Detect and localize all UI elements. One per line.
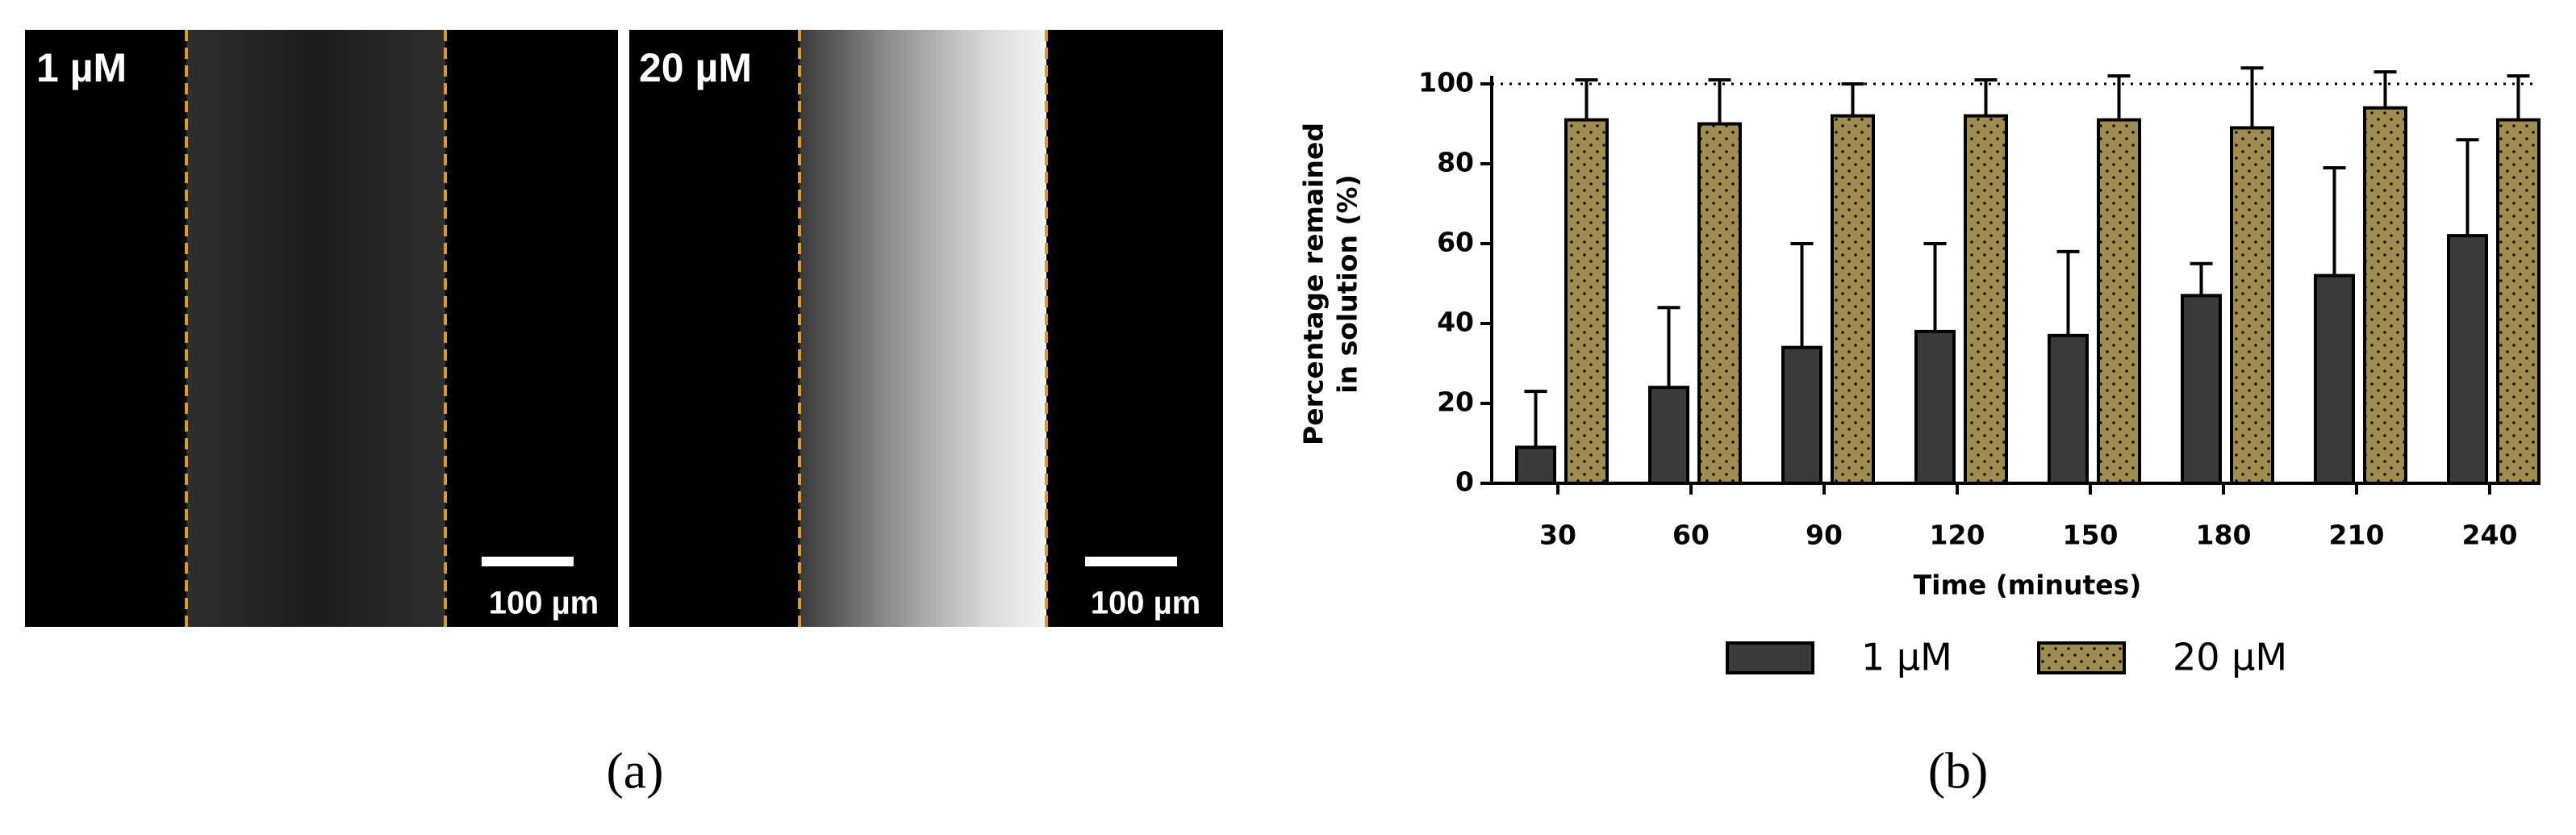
bar <box>1831 114 1875 485</box>
x-tick-label: 210 <box>2329 520 2385 551</box>
y-tick-label: 100 <box>1418 67 1474 98</box>
scale-text: 100 µm <box>1091 586 1200 621</box>
channel <box>800 30 1046 627</box>
x-axis-label: Time (minutes) <box>1914 570 2142 601</box>
scale-bar <box>1085 557 1177 566</box>
legend-swatch <box>1726 641 1814 674</box>
y-tick-label: 20 <box>1437 386 1474 418</box>
scale-text: 100 µm <box>489 586 599 621</box>
bar <box>2230 126 2274 485</box>
bar <box>1964 114 2008 485</box>
bar <box>1648 386 1689 486</box>
y-axis-label: in solution (%) <box>1332 174 1363 393</box>
x-tick-label: 150 <box>2063 520 2119 551</box>
legend-swatch <box>2037 641 2126 674</box>
bar <box>1781 345 1822 486</box>
bar <box>1914 329 1956 485</box>
bar <box>2447 234 2488 485</box>
x-tick-label: 90 <box>1806 520 1843 551</box>
channel <box>186 30 445 627</box>
y-tick-label: 0 <box>1455 466 1474 498</box>
x-tick-label: 30 <box>1539 520 1576 551</box>
legend-label: 1 µM <box>1861 636 1952 679</box>
x-tick-label: 60 <box>1672 520 1710 551</box>
bar <box>2363 106 2407 485</box>
bar <box>2181 294 2222 485</box>
legend-label: 20 µM <box>2173 636 2287 679</box>
image-label: 20 µM <box>639 45 752 90</box>
y-tick-label: 40 <box>1437 307 1474 338</box>
bar <box>1515 445 1556 486</box>
bar <box>2496 118 2541 486</box>
x-tick-label: 240 <box>2462 520 2518 551</box>
bar <box>1564 118 1609 486</box>
panel-label: (b) <box>1928 742 1989 800</box>
bar <box>2048 333 2089 485</box>
bar <box>1697 122 1742 485</box>
image-label: 1 µM <box>36 45 127 90</box>
y-tick-label: 60 <box>1437 227 1474 258</box>
bar <box>2314 273 2355 485</box>
x-tick-label: 180 <box>2196 520 2252 551</box>
scale-bar <box>482 557 574 566</box>
x-tick-label: 120 <box>1930 520 1985 551</box>
panel-label: (a) <box>606 742 663 800</box>
y-axis-label: Percentage remained <box>1298 123 1330 445</box>
bar <box>2097 118 2141 486</box>
y-tick-label: 80 <box>1437 147 1474 178</box>
